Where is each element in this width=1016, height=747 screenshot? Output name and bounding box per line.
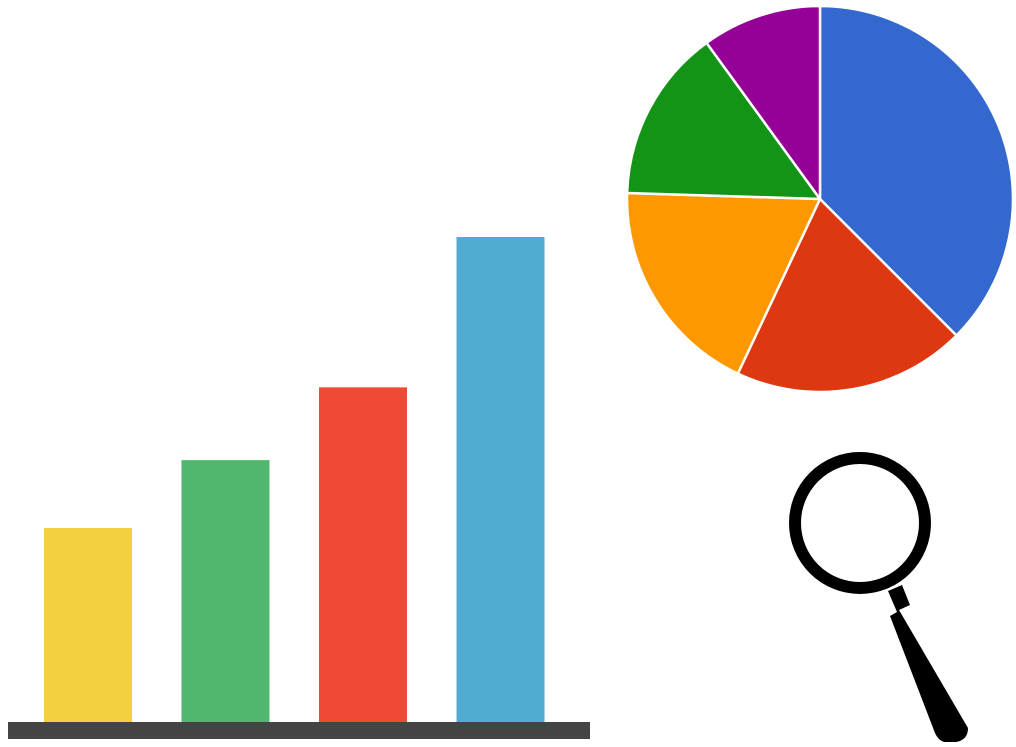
bar-4 [456, 237, 545, 722]
magnifier-lens-ring [789, 452, 931, 594]
pie-slice-2 [736, 197, 958, 394]
pie-slice-3 [625, 191, 822, 375]
bar-chart [8, 237, 590, 739]
pie-chart [625, 4, 1015, 394]
pie-slice-5 [705, 4, 822, 201]
magnifying-glass-icon [789, 452, 968, 742]
bar-3 [319, 387, 407, 722]
magnifier-handle [888, 585, 968, 742]
bar-1 [44, 528, 132, 722]
bar-2 [181, 460, 270, 722]
pie-slice-1 [818, 4, 1015, 337]
pie-slice-4 [625, 41, 822, 201]
bar-chart-baseline [8, 722, 590, 739]
